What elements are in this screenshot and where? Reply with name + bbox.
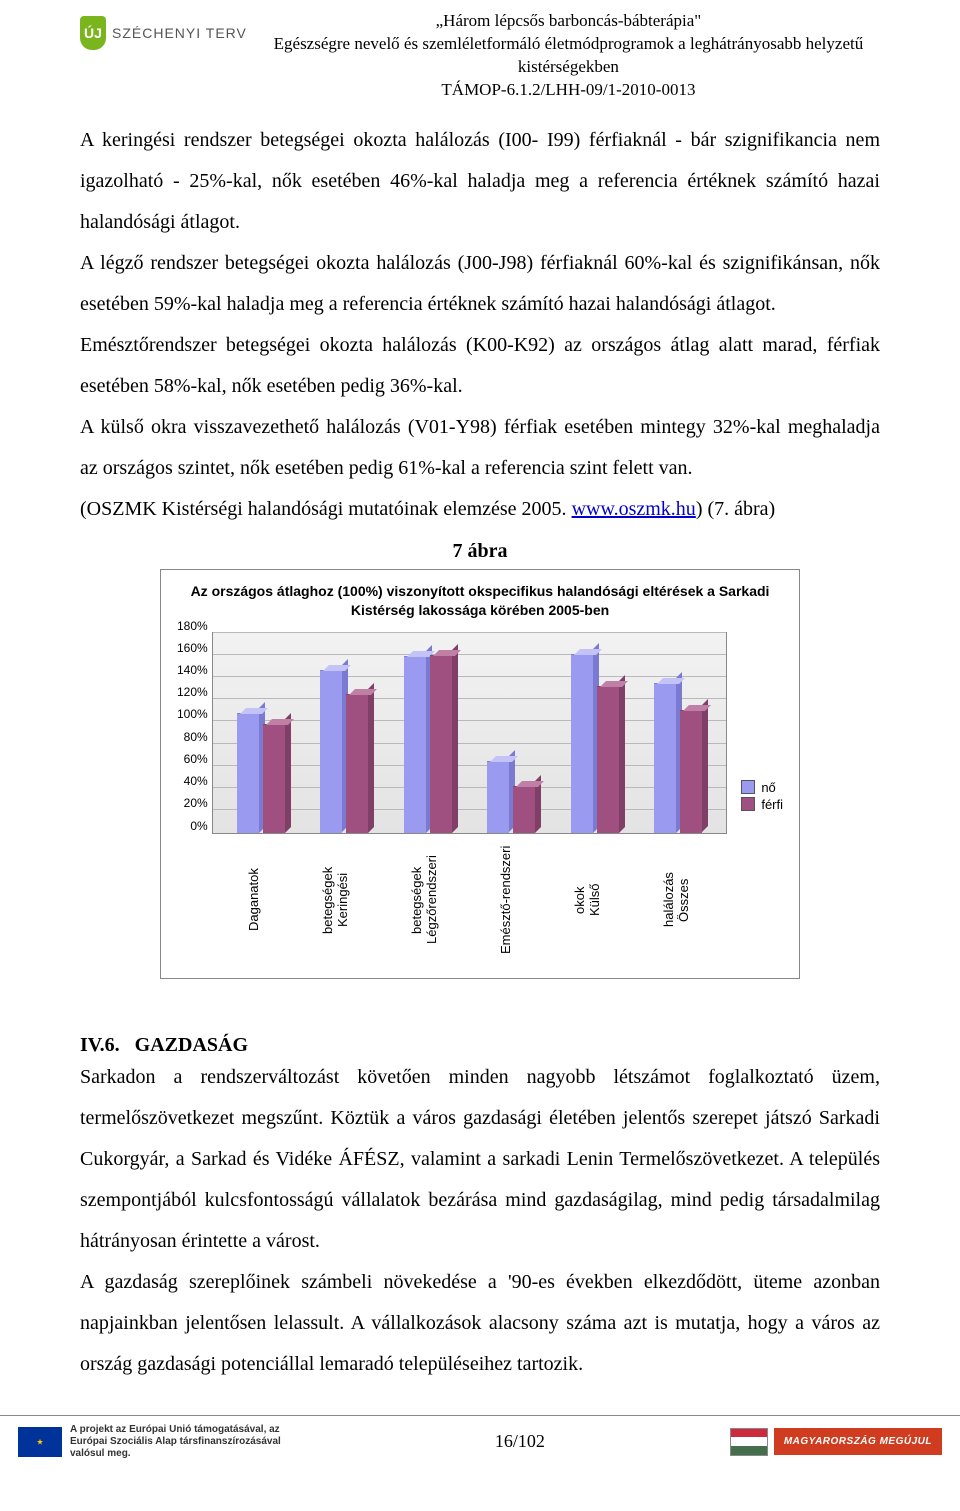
oszmk-link[interactable]: www.oszmk.hu [572,498,696,520]
section-p1: Sarkadon a rendszerváltozást követően mi… [80,1057,880,1262]
p5-post: ) (7. ábra) [696,498,775,520]
x-tick-label: betegségekKeringési [321,840,351,960]
hungary-flag-icon [730,1428,768,1456]
x-tick-label: okokKülső [573,840,603,960]
chart-caption: Az országos átlaghoz (100%) viszonyított… [177,582,783,620]
eu-flag-icon: ⋆ [18,1427,62,1457]
legend-item: férfi [741,797,783,812]
bar [346,694,368,833]
chart-area: 0%20%40%60%80%100%120%140%160%180% Dagan… [177,632,783,960]
bar [680,710,702,832]
bar [320,670,342,832]
figure-label: 7 ábra [80,540,880,563]
section-body: Sarkadon a rendszerváltozást követően mi… [80,1057,880,1385]
paragraph-4: A külső okra visszavezethető halálozás (… [80,407,880,489]
paragraph-5: (OSZMK Kistérségi halandósági mutatóinak… [80,489,880,530]
bar-group [571,633,619,833]
section-title: GAZDASÁG [135,1034,248,1056]
paragraph-2: A légző rendszer betegségei okozta halál… [80,243,880,325]
header-line-3: TÁMOP-6.1.2/LHH-09/1-2010-0013 [257,79,880,102]
bar [597,686,619,833]
bar [404,656,426,833]
legend-label: nő [761,780,775,795]
page-number: 16/102 [495,1431,545,1452]
legend-item: nő [741,780,783,795]
logo-text: SZÉCHENYI TERV [112,25,247,41]
section-heading: IV.6. GAZDASÁG [80,1034,880,1057]
x-tick-label: halálozásÖsszes [662,840,692,960]
bar [487,761,509,832]
page: ÚJ SZÉCHENYI TERV „Három lépcsős barbonc… [0,0,960,1480]
p5-pre: (OSZMK Kistérségi halandósági mutatóinak… [80,498,572,520]
bar-group [654,633,702,833]
footer-right: MAGYARORSZÁG MEGÚJUL [730,1428,960,1456]
x-tick-label: betegségekLégzőrendszeri [410,840,440,960]
x-tick-label: Emésztő-rendszeri [499,840,514,960]
bar [571,654,593,833]
section-number: IV.6. [80,1034,120,1056]
megujul-badge: MAGYARORSZÁG MEGÚJUL [774,1428,942,1455]
paragraph-3: Emésztőrendszer betegségei okozta halálo… [80,325,880,407]
logo-badge-icon: ÚJ [80,16,106,50]
y-axis: 0%20%40%60%80%100%120%140%160%180% [177,632,212,832]
header: ÚJ SZÉCHENYI TERV „Három lépcsős barbonc… [80,10,880,102]
chart-box: Az országos átlaghoz (100%) viszonyított… [160,569,800,979]
paragraph-1: A keringési rendszer betegségei okozta h… [80,120,880,243]
bar-group [487,633,535,833]
chart-legend: nő férfi [741,778,783,814]
x-tick-label: Daganatok [247,840,262,960]
body-text: A keringési rendszer betegségei okozta h… [80,120,880,530]
chart-plot: 0%20%40%60%80%100%120%140%160%180% Dagan… [177,632,727,960]
header-line-2: Egészségre nevelő és szemléletformáló él… [257,33,880,79]
header-center: „Három lépcsős barboncás-bábterápia" Egé… [257,10,880,102]
bar [237,713,259,833]
bar-group [320,633,368,833]
legend-label: férfi [761,797,783,812]
bar [513,786,535,833]
bar [430,655,452,833]
bar-group [404,633,452,833]
szechenyi-logo: ÚJ SZÉCHENYI TERV [80,16,247,50]
bars-container [212,632,728,834]
header-line-1: „Három lépcsős barboncás-bábterápia" [257,10,880,33]
bar [263,724,285,833]
legend-swatch-icon [741,780,755,794]
x-axis-labels: Daganatok betegségekKeringési betegségekLé… [211,834,727,960]
legend-swatch-icon [741,797,755,811]
footer: ⋆ A projekt az Európai Unió támogatásáva… [0,1416,960,1460]
bar [654,683,676,833]
footer-left: ⋆ A projekt az Európai Unió támogatásáva… [0,1424,310,1460]
section-p2: A gazdaság szereplőinek számbeli növeked… [80,1262,880,1385]
bar-group [237,633,285,833]
footer-eu-text: A projekt az Európai Unió támogatásával,… [70,1424,310,1460]
